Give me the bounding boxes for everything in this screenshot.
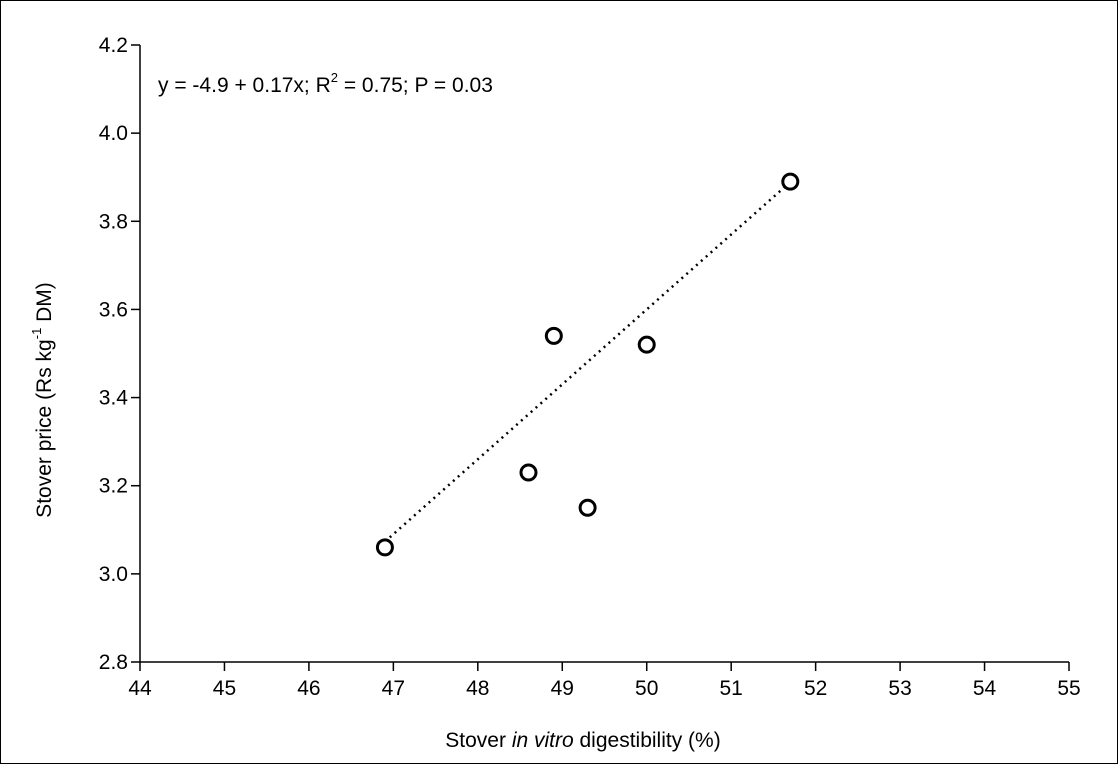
data-points	[375, 172, 800, 557]
x-tick-label: 48	[466, 677, 489, 700]
regression-annotation: y = -4.9 + 0.17x; R2 = 0.75; P = 0.03	[158, 70, 493, 97]
y-tick-label: 3.4	[99, 387, 129, 410]
x-tick-label: 49	[551, 677, 574, 700]
data-point	[544, 326, 563, 345]
x-tick-label: 52	[804, 677, 827, 700]
y-tick-label: 3.0	[99, 563, 128, 586]
x-tick-label: 53	[888, 677, 911, 700]
y-tick-label: 3.2	[99, 475, 128, 498]
y-tick-label: 4.0	[99, 122, 128, 145]
x-tick-label: 44	[128, 677, 152, 700]
y-tick-label: 4.2	[99, 34, 128, 57]
y-axis-title-suffix: DM)	[33, 282, 56, 328]
annotation-part2: = 0.75; P = 0.03	[338, 74, 493, 97]
axes	[139, 45, 1069, 663]
data-point	[578, 498, 597, 517]
x-axis-title-italic: in vitro	[512, 729, 574, 752]
x-tick-label: 47	[382, 677, 405, 700]
x-tick-label: 55	[1057, 677, 1080, 700]
y-tick-label: 3.6	[99, 298, 128, 321]
x-axis-title-suffix: digestibility (%)	[574, 729, 721, 752]
x-tick-label: 51	[720, 677, 743, 700]
x-tick-label: 50	[635, 677, 658, 700]
y-axis-title: Stover price (Rs kg-1 DM)	[29, 282, 56, 518]
data-point	[519, 463, 538, 482]
regression-group	[384, 181, 792, 543]
annotation-part1: y = -4.9 + 0.17x; R	[158, 74, 331, 97]
x-axis-title-prefix: Stover	[445, 729, 512, 752]
annotation-superscript: 2	[331, 70, 338, 85]
x-ticks: 44 45 46 47 48 49 50 51 52 53 54 55	[128, 662, 1081, 700]
x-tick-label: 54	[973, 677, 997, 700]
data-point	[375, 538, 394, 557]
data-point	[637, 335, 656, 354]
x-tick-label: 45	[213, 677, 236, 700]
data-point	[781, 172, 800, 191]
y-ticks: 2.8 3.0 3.2 3.4 3.6 3.8 4.0 4.2	[99, 34, 140, 674]
y-tick-label: 2.8	[99, 651, 128, 674]
regression-line	[384, 181, 792, 543]
x-tick-label: 46	[297, 677, 320, 700]
y-tick-label: 3.8	[99, 210, 128, 233]
y-axis-title-prefix: Stover price (Rs kg	[33, 339, 56, 518]
x-axis-title: Stover in vitro digestibility (%)	[445, 729, 720, 752]
y-axis-title-superscript: -1	[29, 328, 44, 340]
